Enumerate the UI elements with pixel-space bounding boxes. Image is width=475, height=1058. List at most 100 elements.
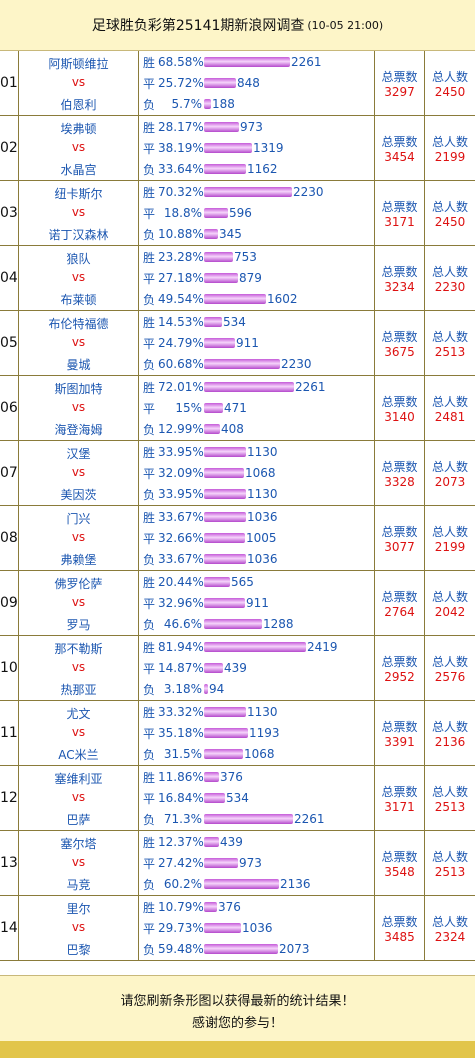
win-option-label: 胜 <box>143 770 156 785</box>
away-team[interactable]: 海登海姆 <box>54 423 103 437</box>
draw-option-percent: 32.96% <box>158 596 204 610</box>
away-team[interactable]: 布莱顿 <box>60 293 97 307</box>
lose-option: 负 3.18% 94 <box>143 681 224 697</box>
total-votes-value: 3077 <box>384 540 415 554</box>
draw-option: 平 32.66% 1005 <box>143 530 277 546</box>
draw-option-percent: 27.42% <box>158 856 204 870</box>
lose-option: 负 46.6% 1288 <box>143 616 294 632</box>
win-option-bar <box>204 57 290 67</box>
home-team[interactable]: 斯图加特 <box>54 382 103 396</box>
match-teams: 阿斯顿维拉 vs 伯恩利 <box>19 51 139 115</box>
lose-option-percent: 10.88% <box>158 227 204 241</box>
total-votes-cell: 总票数 3171 <box>375 181 425 245</box>
match-row: 08 门兴 vs 弗赖堡胜 33.67% 1036 平 32.66% 1005 负 33.67% 10… <box>0 506 475 571</box>
lose-option-count: 2261 <box>294 812 325 826</box>
match-row: 02 埃弗顿 vs 水晶宫 胜 28.17% 973 平 38.19% 1319 负 33.64% 11… <box>0 116 475 181</box>
match-teams: 汉堡 vs 美因茨 <box>19 441 139 505</box>
lose-option-count: 1288 <box>263 617 294 631</box>
total-people-value: 2513 <box>434 865 466 879</box>
away-team[interactable]: 弗赖堡 <box>60 553 97 567</box>
win-option: 胜 28.17% 973 <box>143 119 263 135</box>
total-votes-label: 总票数 <box>381 70 418 84</box>
away-team[interactable]: 诺丁汉森林 <box>48 228 109 242</box>
win-option-bar <box>204 837 219 847</box>
draw-option-bar <box>204 858 238 868</box>
win-option-percent: 33.32% <box>158 705 204 719</box>
lose-option-label: 负 <box>143 357 156 372</box>
home-team[interactable]: 塞维利亚 <box>54 772 103 786</box>
draw-option-count: 911 <box>246 596 269 610</box>
match-teams: 塞维利亚 vs 巴萨 <box>19 766 139 830</box>
away-team[interactable]: 热那亚 <box>60 683 97 697</box>
match-row: 03 纽卡斯尔 vs 诺丁汉森林 胜 70.32% 2230 平 18.8% 596 负 10.88%… <box>0 181 475 246</box>
total-people-value: 2513 <box>434 800 466 814</box>
win-option-label: 胜 <box>143 55 156 70</box>
away-team[interactable]: 罗马 <box>66 618 91 632</box>
away-team[interactable]: 马竞 <box>66 878 91 892</box>
home-team[interactable]: 汉堡 <box>66 447 91 461</box>
lose-option-bar <box>204 99 211 109</box>
total-votes-label: 总票数 <box>381 850 418 864</box>
home-team[interactable]: 布伦特福德 <box>48 317 109 331</box>
home-team[interactable]: 埃弗顿 <box>60 122 97 136</box>
home-team[interactable]: 那不勒斯 <box>54 642 103 656</box>
match-number: 04 <box>0 246 19 310</box>
win-option-bar <box>204 707 246 717</box>
home-team[interactable]: 门兴 <box>66 512 91 526</box>
win-option-bar <box>204 902 217 912</box>
away-team[interactable]: 巴萨 <box>66 813 91 827</box>
match-row: 06 斯图加特 vs 海登海姆 胜 72.01% 2261 平 15% 471 负 12.99% 408… <box>0 376 475 441</box>
vs-label: vs <box>71 205 86 219</box>
win-option-bar <box>204 122 239 132</box>
match-row: 05 布伦特福德 vs 曼城 胜 14.53% 534 平 24.79% 911 负 60.68% 22… <box>0 311 475 376</box>
lose-option-bar <box>204 229 218 239</box>
draw-option-label: 平 <box>143 466 156 481</box>
match-number: 08 <box>0 506 19 570</box>
win-option-bar <box>204 187 292 197</box>
draw-option: 平 32.09% 1068 <box>143 465 276 481</box>
win-option: 胜 20.44% 565 <box>143 574 254 590</box>
draw-option-label: 平 <box>143 76 156 91</box>
lose-option-count: 2230 <box>281 357 312 371</box>
lose-option-bar <box>204 879 279 889</box>
total-people-value: 2042 <box>434 605 466 619</box>
win-option-label: 胜 <box>143 510 156 525</box>
total-people-value: 2199 <box>434 540 466 554</box>
lose-option: 负 31.5% 1068 <box>143 746 275 762</box>
home-team[interactable]: 尤文 <box>66 707 91 721</box>
lose-option-label: 负 <box>143 812 156 827</box>
away-team[interactable]: 曼城 <box>66 358 91 372</box>
win-option-count: 753 <box>234 250 257 264</box>
home-team[interactable]: 阿斯顿维拉 <box>48 57 109 71</box>
total-people-cell: 总人数 2450 <box>425 181 475 245</box>
total-votes-cell: 总票数 3454 <box>375 116 425 180</box>
lose-option-count: 2136 <box>280 877 311 891</box>
total-people-label: 总人数 <box>431 395 468 409</box>
total-votes-value: 3171 <box>384 800 415 814</box>
away-team[interactable]: AC米兰 <box>58 748 99 762</box>
bottom-band <box>0 1041 475 1058</box>
home-team[interactable]: 塞尔塔 <box>60 837 97 851</box>
lose-option: 负 71.3% 2261 <box>143 811 325 827</box>
lose-option-count: 1130 <box>247 487 278 501</box>
away-team[interactable]: 水晶宫 <box>60 163 97 177</box>
vote-bars: 胜 72.01% 2261 平 15% 471 负 12.99% 408 <box>139 376 375 440</box>
home-team[interactable]: 佛罗伦萨 <box>54 577 103 591</box>
vs-label: vs <box>71 725 86 739</box>
match-row: 14 里尔 vs 巴黎 胜 10.79% 376 平 29.73% 1036 负 59.48% 2073… <box>0 896 475 961</box>
total-votes-cell: 总票数 3140 <box>375 376 425 440</box>
home-team[interactable]: 纽卡斯尔 <box>54 187 103 201</box>
lose-option: 负 60.2% 2136 <box>143 876 311 892</box>
total-people-label: 总人数 <box>431 330 468 344</box>
away-team[interactable]: 美因茨 <box>60 488 97 502</box>
home-team[interactable]: 里尔 <box>66 902 91 916</box>
draw-option-count: 1193 <box>249 726 280 740</box>
win-option-label: 胜 <box>143 120 156 135</box>
away-team[interactable]: 伯恩利 <box>60 98 97 112</box>
vs-label: vs <box>71 790 86 804</box>
home-team[interactable]: 狼队 <box>66 252 91 266</box>
vs-label: vs <box>71 140 86 154</box>
draw-option-label: 平 <box>143 791 156 806</box>
away-team[interactable]: 巴黎 <box>66 943 91 957</box>
match-number: 02 <box>0 116 19 180</box>
